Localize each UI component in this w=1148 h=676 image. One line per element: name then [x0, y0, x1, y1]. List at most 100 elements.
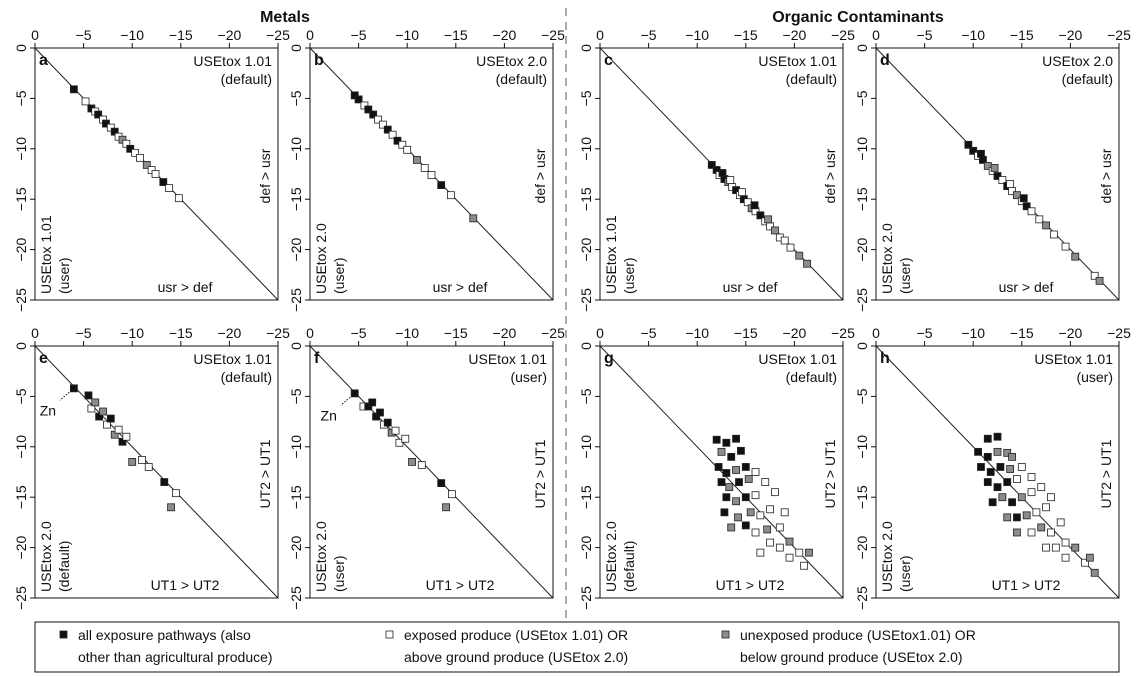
region-label-below: usr > def [433, 279, 488, 295]
y-tick-label: −20 [13, 536, 29, 560]
y-axis-label: USEtox 2.0 [38, 521, 54, 592]
data-point [780, 508, 789, 517]
data-point [136, 153, 144, 162]
data-point [751, 491, 760, 500]
x-axis-label: USEtox 1.01 [193, 53, 272, 69]
x-axis-label: USEtox 2.0 [1042, 53, 1113, 69]
y-tick-label: −10 [578, 435, 594, 459]
data-point [800, 561, 809, 570]
data-point [974, 447, 982, 456]
x-tick-label: −15 [734, 27, 758, 43]
panel-letter: g [604, 350, 614, 367]
plot-frame [309, 47, 554, 301]
data-point [720, 508, 729, 517]
x-tick-label: −20 [493, 325, 517, 341]
y-axis-label: USEtox 2.0 [603, 521, 619, 592]
y-axis-label: USEtox 1.01 [38, 215, 54, 294]
y-tick-label: −25 [288, 288, 304, 312]
legend-label-line2: above ground produce (USEtox 2.0) [404, 649, 628, 665]
y-tick-label: −20 [578, 238, 594, 262]
data-point [766, 538, 774, 547]
x-tick-label: −25 [266, 325, 290, 341]
y-tick-label: 0 [288, 44, 304, 52]
region-label-below: usr > def [999, 279, 1054, 295]
data-point [376, 408, 384, 417]
panel-letter: d [880, 52, 890, 69]
y-tick-label: −25 [288, 586, 304, 610]
data-point [69, 85, 78, 94]
data-point [413, 155, 421, 164]
y-tick-label: 0 [13, 44, 29, 52]
y-tick-label: 0 [13, 342, 29, 350]
data-point [469, 214, 478, 223]
data-point [761, 478, 770, 486]
data-point [775, 543, 784, 552]
data-point [785, 553, 794, 562]
data-point [737, 446, 745, 455]
data-point [977, 149, 985, 158]
y-tick-label: −5 [288, 90, 304, 106]
y-tick-label: 0 [578, 342, 594, 350]
region-label-above: UT2 > UT1 [257, 439, 273, 508]
panel-b: 0 −5 −10 −15 −20 −25 0 −5 −10 −15 −20 −25 b USEtox 2.… [288, 27, 565, 312]
panel-letter: h [880, 350, 890, 367]
data-point [785, 537, 794, 546]
y-tick-label: −20 [288, 238, 304, 262]
x-tick-label: −5 [351, 325, 367, 341]
y-tick-label: −20 [578, 536, 594, 560]
data-point [722, 493, 731, 502]
data-point [746, 508, 755, 517]
data-point [144, 463, 153, 471]
data-point [993, 172, 1002, 180]
data-point [159, 178, 168, 186]
x-axis-label-sub: (default) [221, 369, 272, 385]
x-tick-label: 0 [31, 325, 39, 341]
data-point [1003, 513, 1012, 522]
data-point [1008, 498, 1016, 507]
x-tick-label: −5 [917, 27, 933, 43]
data-point [350, 389, 359, 398]
data-point [1027, 528, 1036, 537]
y-axis-label: USEtox 2.0 [879, 521, 895, 592]
data-point [1003, 478, 1012, 486]
legend: all exposure pathways (also other than ag… [34, 621, 1120, 673]
data-point [964, 140, 973, 149]
x-axis-label-sub: (default) [786, 369, 837, 385]
y-tick-label: −5 [13, 90, 29, 106]
data-point [780, 236, 789, 245]
plot-frame [309, 345, 554, 599]
data-point [1027, 473, 1036, 481]
panel-c: 0 −5 −10 −15 −20 −25 0 −5 −10 −15 −20 −25 c USEtox 1.… [578, 27, 855, 312]
data-point [81, 97, 90, 106]
x-tick-label: −20 [783, 27, 807, 43]
x-tick-label: 0 [596, 325, 604, 341]
plot-frame [875, 47, 1120, 301]
data-point [447, 191, 455, 200]
data-point [1017, 493, 1026, 502]
data-point [1013, 475, 1021, 483]
y-axis-label-sub: (default) [621, 541, 637, 592]
data-point [763, 525, 772, 534]
data-point [993, 447, 1002, 456]
data-point [354, 95, 363, 104]
legend-label: all exposure pathways (also [78, 627, 251, 643]
plot-frame [599, 345, 844, 599]
data-point [722, 438, 731, 447]
region-label-below: usr > def [723, 279, 778, 295]
y-tick-label: −15 [854, 485, 870, 509]
data-point [437, 479, 446, 487]
data-point [732, 434, 740, 443]
data-point [378, 120, 387, 129]
x-tick-label: −20 [493, 27, 517, 43]
data-point [712, 435, 721, 444]
x-tick-label: −5 [917, 325, 933, 341]
data-point [84, 391, 93, 400]
data-point [750, 201, 759, 210]
legend-label-line2: below ground produce (USEtox 2.0) [740, 649, 963, 665]
y-tick-label: −10 [288, 137, 304, 161]
data-point [106, 414, 115, 423]
y-tick-label: 0 [578, 44, 594, 52]
region-label-below: UT1 > UT2 [151, 577, 220, 593]
y-tick-label: −15 [13, 485, 29, 509]
data-point [751, 468, 760, 476]
